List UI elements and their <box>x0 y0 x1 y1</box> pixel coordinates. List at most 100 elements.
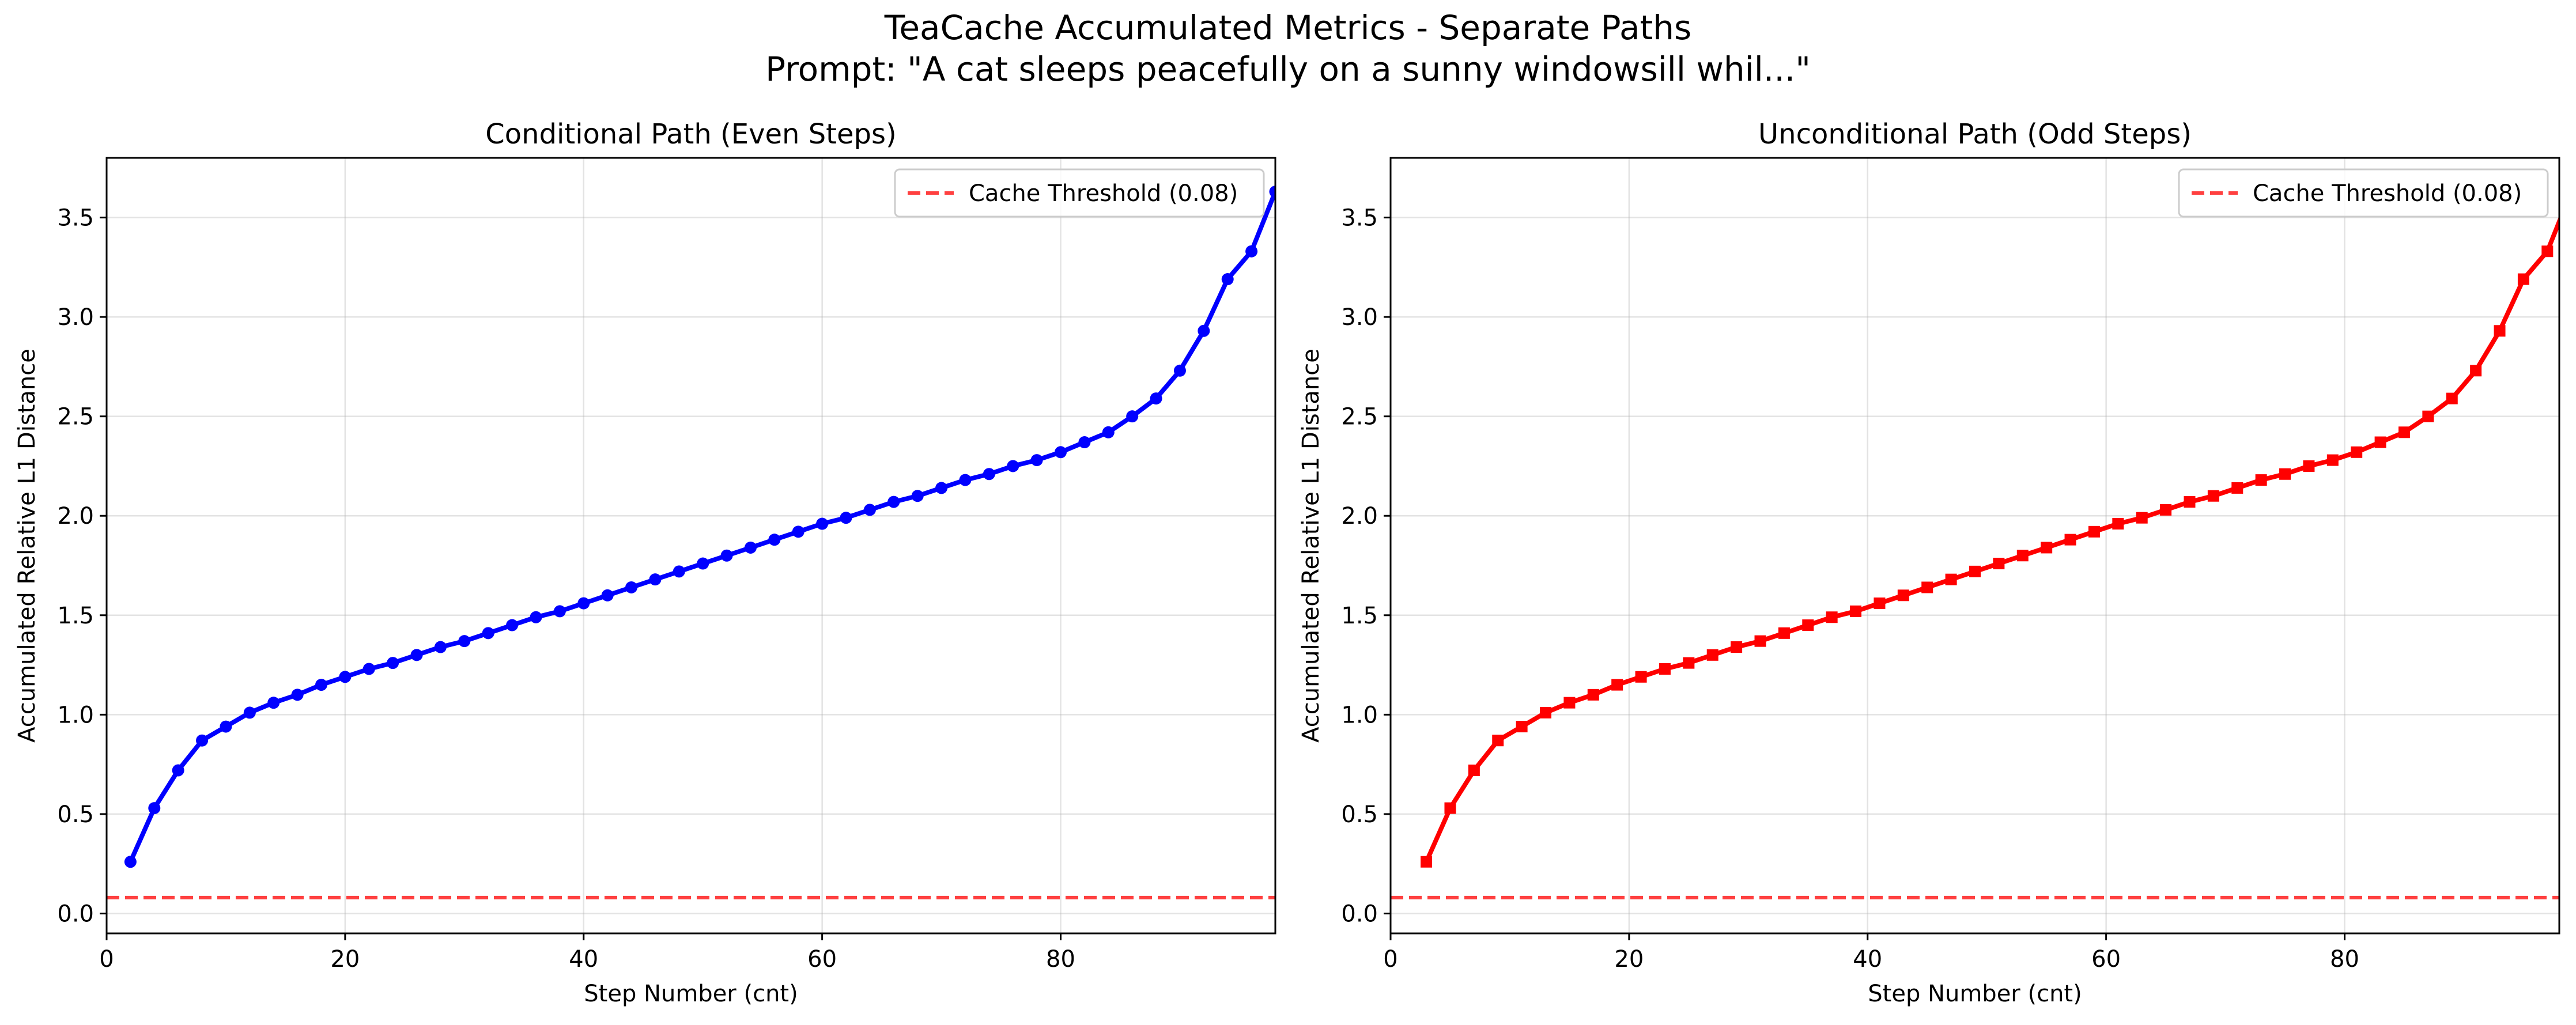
data-point <box>482 627 494 640</box>
data-point <box>553 605 566 618</box>
data-point <box>935 482 948 494</box>
data-point <box>1102 426 1115 438</box>
data-point <box>1683 657 1695 669</box>
data-point <box>1563 697 1576 709</box>
legend-label: Cache Threshold (0.08) <box>2253 180 2522 207</box>
chart-panel-conditional: 0 20 40 60 80 0.0 0.5 1.0 1.5 2.0 2.5 3.0 3.5 Conditi… <box>14 118 1276 1007</box>
x-tick-label: 0 <box>1383 946 1397 973</box>
data-point <box>697 557 709 570</box>
data-point <box>148 802 161 815</box>
x-tick-label: 40 <box>1853 946 1882 973</box>
data-point <box>1468 764 1480 776</box>
x-tick-label: 0 <box>99 946 114 973</box>
data-point <box>1516 721 1528 733</box>
data-point <box>1635 671 1647 683</box>
figure-subtitle: Prompt: "A cat sleeps peacefully on a su… <box>765 50 1811 89</box>
data-point <box>720 549 733 562</box>
x-tick-label: 80 <box>2330 946 2359 973</box>
data-point <box>2541 245 2554 258</box>
data-point <box>1993 558 2005 570</box>
data-point <box>673 565 685 578</box>
data-point <box>243 706 256 719</box>
data-point <box>1269 186 1275 198</box>
legend-label: Cache Threshold (0.08) <box>969 180 1238 207</box>
data-point <box>649 573 662 586</box>
data-point <box>2446 392 2458 404</box>
data-point <box>1540 706 1552 718</box>
data-point <box>315 679 327 691</box>
x-tick-label: 40 <box>569 946 598 973</box>
data-point <box>2279 468 2291 480</box>
y-tick-label: 0.5 <box>57 801 94 828</box>
data-point <box>1611 679 1623 691</box>
y-tick-label: 3.5 <box>1341 205 1378 232</box>
y-tick-label: 2.0 <box>1341 503 1378 529</box>
x-tick-label: 60 <box>2091 946 2121 973</box>
data-point <box>2517 273 2529 285</box>
data-point <box>744 541 757 554</box>
data-point <box>2398 426 2410 438</box>
data-point <box>2326 454 2339 466</box>
x-tick-label: 20 <box>1614 946 1644 973</box>
data-point <box>1055 446 1067 459</box>
data-point <box>601 589 614 602</box>
data-point <box>2160 504 2172 516</box>
data-point <box>1492 735 1504 747</box>
y-tick-label: 1.0 <box>1341 702 1378 728</box>
data-point <box>2303 460 2315 472</box>
data-point <box>887 496 900 508</box>
data-point <box>1945 573 1957 585</box>
data-point <box>1850 605 1862 617</box>
data-point <box>1126 410 1139 423</box>
y-tick-label: 2.5 <box>57 404 94 430</box>
data-point <box>2470 365 2482 377</box>
series-line <box>128 191 1275 863</box>
data-point <box>2016 550 2029 562</box>
data-point <box>1245 245 1258 258</box>
data-point <box>792 525 804 538</box>
x-tick-label: 20 <box>330 946 360 973</box>
panel-title: Unconditional Path (Odd Steps) <box>1758 118 2192 150</box>
data-point <box>267 697 280 709</box>
data-point <box>577 597 590 610</box>
data-point <box>387 657 399 670</box>
data-point <box>959 474 972 486</box>
y-tick-label: 1.0 <box>57 702 94 728</box>
data-point <box>2207 490 2219 502</box>
data-point <box>291 689 304 701</box>
data-point <box>1969 565 1981 577</box>
data-point <box>863 504 876 516</box>
data-point <box>911 490 924 502</box>
data-point <box>983 468 995 481</box>
data-point <box>530 611 542 623</box>
data-point <box>2374 436 2386 448</box>
data-point <box>2255 474 2267 486</box>
data-point <box>458 635 471 648</box>
chart-panel-unconditional: 0 20 40 60 80 0.0 0.5 1.0 1.5 2.0 2.5 3.0 3.5 Uncondi… <box>1298 118 2560 1007</box>
data-point <box>1150 392 1162 405</box>
data-point <box>172 764 184 777</box>
y-tick-label: 0.0 <box>57 901 94 927</box>
data-point <box>1731 641 1743 653</box>
data-point <box>1198 324 1210 337</box>
data-point <box>220 720 232 733</box>
y-axis-label: Accumulated Relative L1 Distance <box>1298 349 1324 743</box>
data-point <box>1802 619 1814 631</box>
data-point <box>2088 525 2100 538</box>
y-tick-label: 3.5 <box>57 205 94 232</box>
legend <box>894 168 1265 218</box>
data-point <box>2231 482 2243 494</box>
data-point <box>2494 325 2506 337</box>
x-axis-label: Step Number (cnt) <box>1868 981 2082 1007</box>
y-axis-label: Accumulated Relative L1 Distance <box>14 349 40 743</box>
series-line <box>1424 215 2559 863</box>
y-tick-label: 1.5 <box>1341 603 1378 629</box>
data-point <box>434 641 447 653</box>
data-point <box>1659 663 1671 675</box>
data-point <box>339 671 352 683</box>
data-point <box>1778 627 1790 639</box>
data-point <box>768 534 781 546</box>
data-point <box>2064 534 2076 546</box>
y-tick-label: 0.5 <box>1341 801 1378 828</box>
